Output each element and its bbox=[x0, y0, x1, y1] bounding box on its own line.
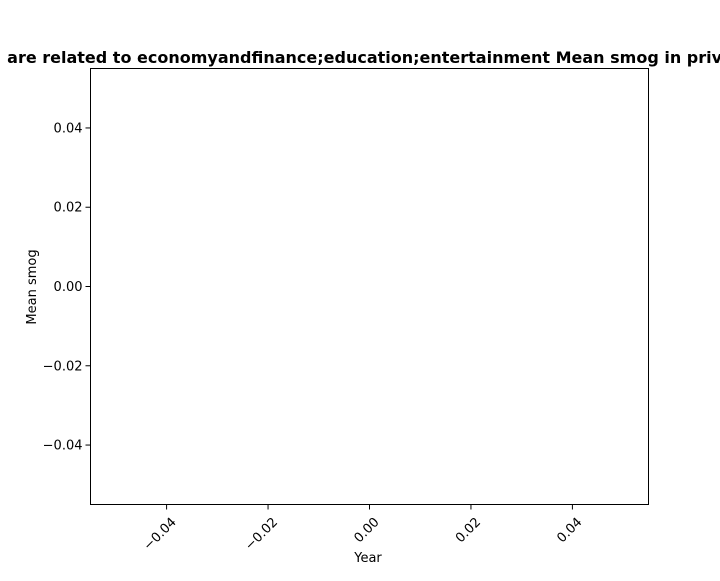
y-tick-label: −0.04 bbox=[43, 439, 83, 454]
x-tick-label: 0.02 bbox=[453, 515, 484, 546]
x-tick-label: 0.04 bbox=[554, 515, 585, 546]
y-tick-label: −0.02 bbox=[43, 359, 83, 374]
x-tick-label: 0.00 bbox=[351, 515, 382, 546]
y-tick-label: 0.04 bbox=[54, 121, 83, 136]
y-tick-label: 0.02 bbox=[54, 201, 83, 216]
x-tick-label: −0.02 bbox=[242, 515, 281, 554]
x-axis-label: Year bbox=[353, 551, 382, 566]
plot-area-frame bbox=[90, 68, 649, 505]
y-axis: −0.04 −0.02 0.00 0.02 0.04 bbox=[43, 121, 91, 454]
chart-title: are related to economyandfinance;educati… bbox=[7, 48, 720, 67]
x-axis: −0.04 −0.02 0.00 0.02 0.04 bbox=[141, 504, 585, 554]
y-tick-label: 0.00 bbox=[54, 280, 83, 295]
x-tick-label: −0.04 bbox=[141, 515, 180, 554]
y-axis-label: Mean smog bbox=[25, 249, 40, 324]
